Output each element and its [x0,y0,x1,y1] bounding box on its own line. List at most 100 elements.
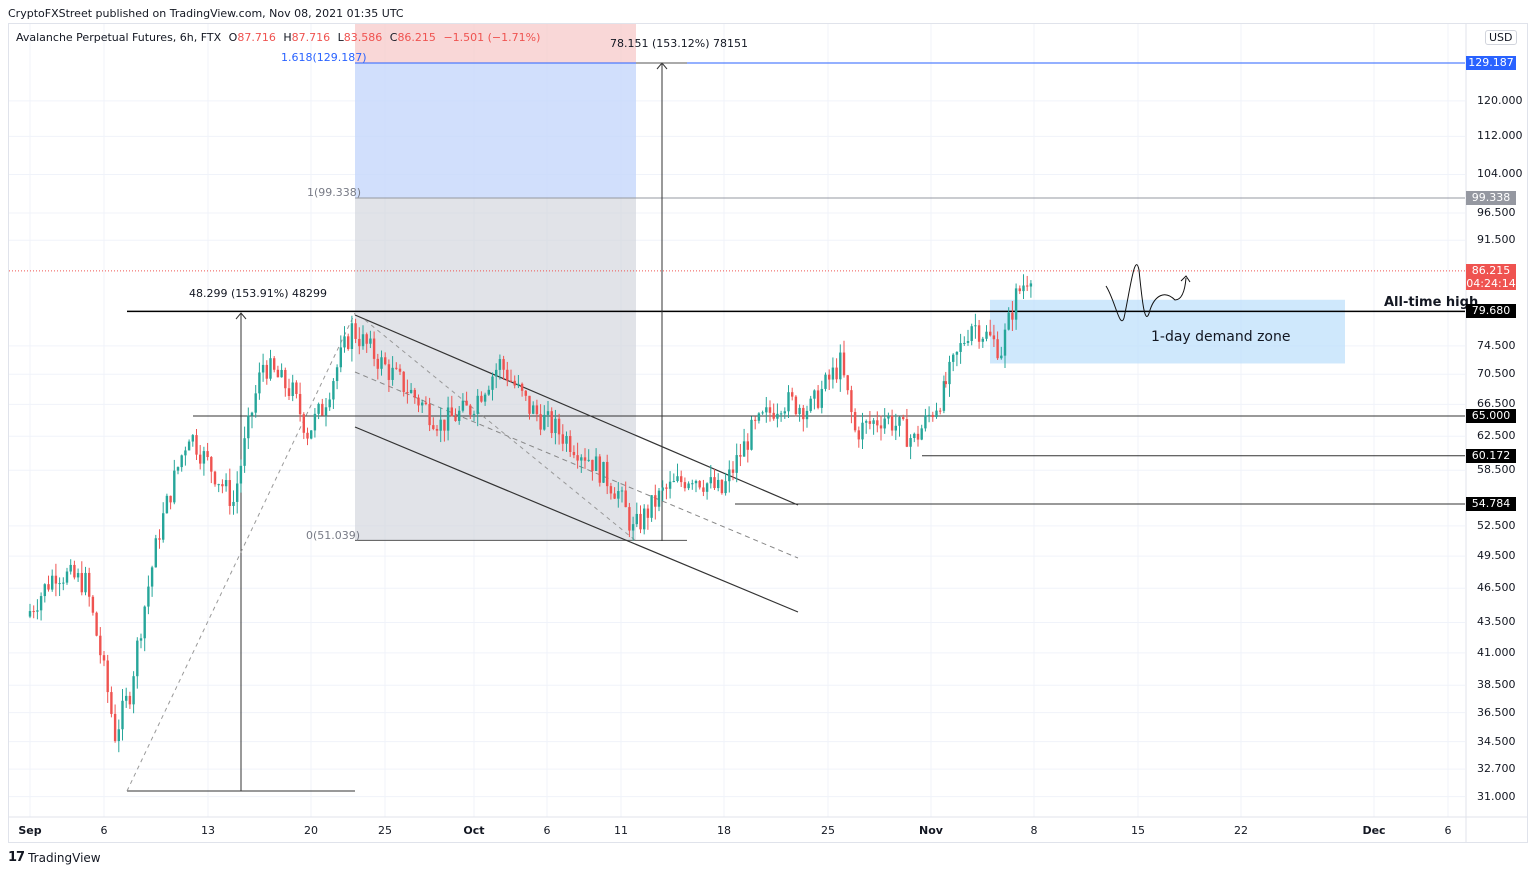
candle-body [909,438,912,447]
candle-body [650,495,653,518]
arrow-head-icon [1180,275,1191,283]
candle-body [879,425,883,429]
candle-body [872,420,875,424]
price-tick: 34.500 [1477,734,1516,748]
candle-body [298,393,302,415]
candle-body [210,457,213,472]
currency-badge[interactable]: USD [1485,30,1517,45]
candle-body [221,484,224,487]
time-tick: 15 [1131,824,1145,837]
candle-body [783,411,786,414]
candle-body [51,575,54,590]
time-tick: 18 [717,824,731,837]
candle-body [620,490,624,492]
candle-body [635,513,638,525]
candle-body [768,407,772,413]
candle-body [572,451,576,456]
candle-body [421,402,424,406]
candle-body [985,331,988,339]
candle-body [842,352,846,376]
candle-body [890,415,894,431]
candle-body [372,338,376,359]
low-label: L [337,31,344,44]
candle-body [1026,285,1029,287]
candle-body [236,483,239,502]
candle-body [576,455,579,461]
candle-body [384,357,387,365]
candle-body [791,392,794,397]
candle-body [358,338,361,347]
candle-body [680,476,683,483]
candle-body [65,571,69,583]
candle-body [613,493,616,499]
candle-body [887,415,890,419]
candle-body [269,358,272,379]
candle-body [902,417,905,420]
candle-body [476,395,479,414]
price-level-tag: 60.172 [1466,448,1516,463]
candle-body [702,487,705,492]
candle-body [76,573,80,578]
low-value: 83.586 [343,31,383,44]
candle-body [857,430,860,440]
candle-body [996,339,999,359]
price-tick: 52.500 [1477,518,1516,532]
candle-body [398,368,402,372]
candle-body [291,382,294,397]
published-line: CryptoFXStreet published on TradingView.… [8,7,404,20]
candle-body [187,441,191,451]
candle-body [920,428,923,440]
tradingview-logo[interactable]: 17 TradingView [8,850,101,865]
candle-body [643,508,646,530]
candle-body [687,483,690,489]
candle-body [720,479,724,494]
candle-body [850,390,853,413]
candle-body [110,692,113,714]
candle-body [532,405,535,414]
candle-body [150,567,154,587]
candle-body [639,513,642,530]
candle-body [828,374,831,380]
candle-body [432,425,435,429]
candle-body [169,495,172,503]
candle-body [776,413,779,419]
fib-diagonal [126,312,356,792]
time-tick: 20 [304,824,318,837]
fib-zone-blue [355,63,636,199]
candle-body [91,596,95,613]
candle-body [36,610,39,612]
candle-body [772,412,775,419]
candle-body [265,364,268,379]
chart-frame[interactable] [8,23,1528,843]
candle-body [598,456,601,483]
candle-body [472,413,476,415]
time-tick: Dec [1362,824,1386,837]
candle-body [665,487,668,489]
candle-body [491,376,494,390]
candle-body [557,418,561,435]
candle-body [583,457,587,461]
candle-body [69,564,72,572]
candle-body [809,398,812,411]
candle-body [332,381,335,400]
candle-body [861,422,864,440]
time-tick: 8 [1030,824,1038,837]
price-tick: 38.500 [1477,678,1516,692]
candle-body [450,407,453,417]
candle-body [250,412,254,416]
candle-body [672,481,675,483]
price-level-tag: 99.338 [1466,191,1516,206]
candle-body [191,435,194,442]
candle-body [502,359,505,370]
candle-body [324,407,328,416]
candle-body [746,441,749,450]
candle-body [709,477,712,484]
candle-body [454,416,457,421]
candle-body [243,438,246,466]
candle-body [335,367,339,382]
candle-body [158,538,161,540]
candle-body [395,367,398,369]
candle-body [853,412,857,431]
candle-body [350,323,354,349]
